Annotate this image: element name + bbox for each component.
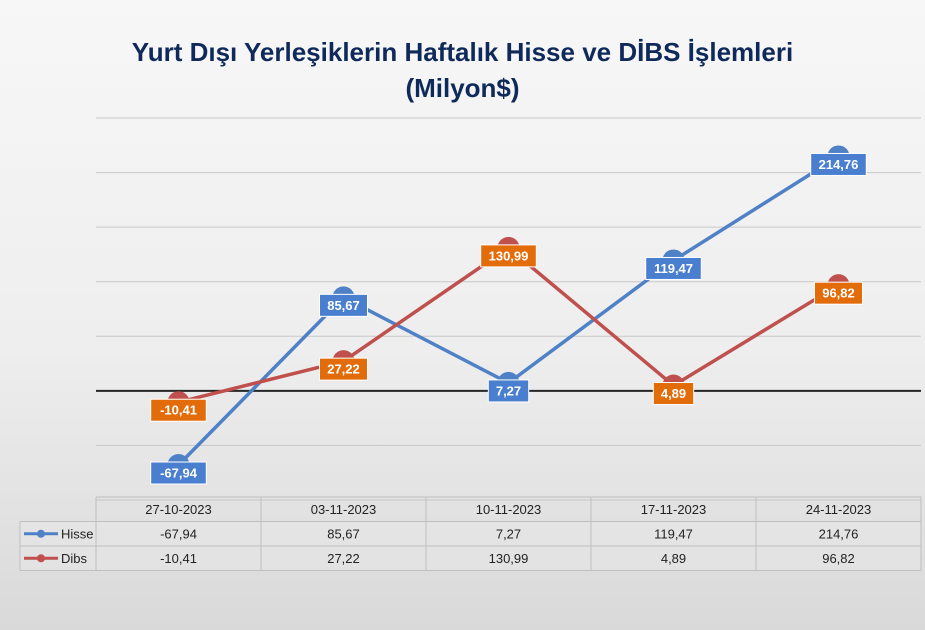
table-cell-dibs: 130,99: [489, 551, 529, 566]
table-cell-hisse: -67,94: [160, 527, 197, 542]
table-cell-hisse: 85,67: [327, 527, 360, 542]
table-cell-hisse: 7,27: [496, 527, 521, 542]
data-label-box: [480, 244, 537, 268]
data-label-box: [150, 461, 207, 485]
table-cell-dibs: -10,41: [160, 551, 197, 566]
data-label-text: 130,99: [489, 248, 529, 263]
data-label-dibs: 130,99: [480, 244, 537, 268]
data-label-hisse: -67,94: [150, 461, 207, 485]
series-line-hisse: [177, 154, 840, 467]
legend-label-dibs: Dibs: [61, 551, 88, 566]
table-cell-hisse: 214,76: [819, 527, 859, 542]
data-label-hisse: 214,76: [810, 152, 867, 176]
data-label-dibs: 4,89: [652, 382, 695, 406]
data-label-text: 7,27: [496, 383, 521, 398]
data-label-hisse: 119,47: [645, 256, 702, 280]
table-cell-hisse: 119,47: [654, 527, 693, 542]
data-label-box: [319, 357, 368, 381]
x-tick-label: 24-11-2023: [806, 502, 872, 517]
legend-marker-hisse: [37, 529, 45, 538]
chart-title-line1: Yurt Dışı Yerleşiklerin Haftalık Hisse v…: [131, 37, 794, 67]
data-label-text: 96,82: [822, 286, 855, 301]
data-label-text: -67,94: [160, 466, 198, 481]
data-label-box: [652, 382, 695, 406]
x-tick-label: 27-10-2023: [145, 502, 212, 517]
data-label-box: [645, 256, 702, 280]
table-cell-dibs: 27,22: [327, 551, 360, 566]
data-label-box: [814, 281, 863, 305]
data-label-text: 214,76: [819, 157, 859, 172]
data-label-dibs: 27,22: [319, 357, 368, 381]
legend-label-hisse: Hisse: [61, 527, 94, 542]
chart-title: Yurt Dışı Yerleşiklerin Haftalık Hisse v…: [0, 34, 925, 106]
data-label-hisse: 85,67: [319, 293, 368, 317]
table-cell-dibs: 4,89: [661, 551, 686, 566]
data-label-box: [810, 152, 867, 176]
data-label-dibs: -10,41: [150, 398, 207, 422]
x-tick-label: 17-11-2023: [641, 502, 707, 517]
data-label-text: 85,67: [327, 298, 360, 313]
legend-marker-dibs: [37, 554, 45, 563]
table-cell-dibs: 96,82: [822, 551, 855, 566]
x-tick-label: 03-11-2023: [311, 502, 377, 517]
x-tick-label: 10-11-2023: [476, 502, 542, 517]
data-label-text: -10,41: [160, 403, 197, 418]
data-label-box: [150, 398, 207, 422]
data-label-text: 119,47: [654, 261, 693, 276]
data-label-box: [487, 379, 530, 403]
data-label-text: 27,22: [327, 362, 360, 377]
data-label-text: 4,89: [661, 386, 686, 401]
data-label-dibs: 96,82: [814, 281, 863, 305]
data-label-box: [319, 293, 368, 317]
data-label-hisse: 7,27: [487, 379, 530, 403]
chart-title-line2: (Milyon$): [405, 73, 520, 103]
